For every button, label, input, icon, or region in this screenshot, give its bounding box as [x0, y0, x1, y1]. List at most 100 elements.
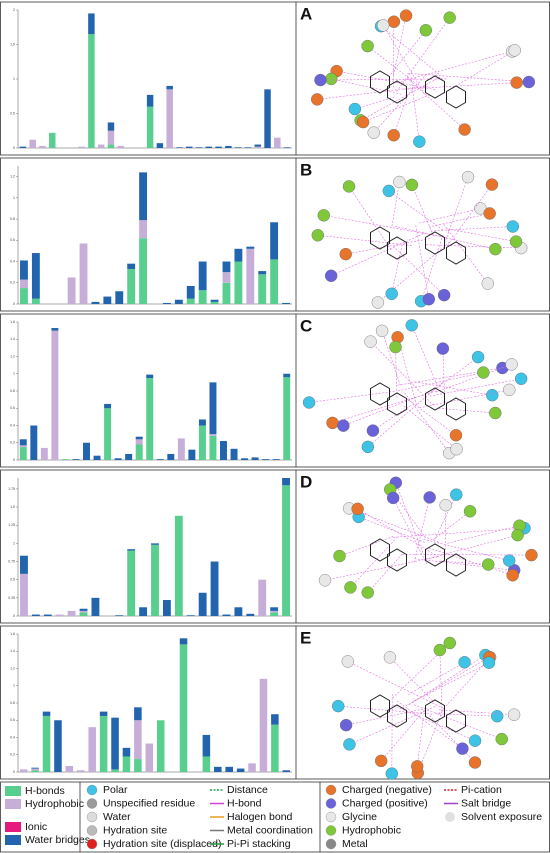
bar-segment — [20, 555, 28, 574]
bar-segment — [272, 459, 280, 460]
interaction-line — [390, 30, 427, 75]
legend-label: Salt bridge — [461, 797, 511, 809]
y-tick-label: 0.4 — [10, 259, 15, 263]
legend-swatch — [5, 786, 21, 796]
residue — [419, 24, 432, 37]
ring — [446, 397, 466, 421]
bar-segment — [30, 425, 38, 460]
residue — [525, 548, 538, 562]
interaction-line — [392, 497, 428, 565]
interaction-line — [392, 245, 445, 296]
interaction-line — [438, 407, 496, 414]
bar-segment — [55, 614, 64, 616]
interaction-line — [388, 190, 444, 231]
residue — [436, 342, 450, 355]
bar-segment — [39, 145, 46, 148]
interaction-line — [395, 482, 424, 553]
bar-segment — [115, 291, 124, 304]
panel-frame — [0, 469, 550, 624]
bar-segment — [156, 459, 164, 460]
bar-segment — [20, 288, 28, 304]
bar-segment — [179, 644, 188, 772]
bar-segment — [135, 436, 143, 440]
interaction-line — [404, 392, 450, 454]
residue — [439, 498, 452, 512]
legend-label: Ionic — [25, 821, 47, 833]
bar-segment — [93, 455, 101, 460]
residue — [356, 115, 370, 129]
bar-segment — [251, 457, 259, 460]
bar-segment — [122, 756, 131, 772]
bar-segment — [282, 478, 290, 486]
residue — [514, 372, 528, 385]
residue — [383, 651, 397, 664]
residue — [337, 419, 350, 432]
y-tick-label: 0.8 — [10, 217, 15, 221]
legend-label: Hydration site (displaced) — [103, 838, 221, 850]
legend-label: Metal — [342, 838, 368, 850]
bar-segment — [271, 714, 279, 725]
interaction-line — [343, 395, 420, 426]
bar-segment — [117, 145, 124, 148]
bar-segment — [40, 447, 48, 460]
residue — [449, 429, 463, 442]
bar-segment — [210, 299, 219, 302]
legend-swatch — [5, 822, 21, 832]
bar-segment — [271, 724, 279, 772]
interaction-line — [393, 705, 476, 741]
bar-segment — [31, 770, 39, 772]
bar-segment — [99, 715, 108, 772]
bar-segment — [282, 770, 291, 772]
bar-segment — [97, 144, 105, 148]
interaction-line — [332, 390, 437, 424]
bar-segment — [19, 447, 27, 460]
bar-segment — [166, 89, 173, 148]
bar-segment — [283, 377, 291, 460]
residue — [489, 406, 502, 420]
residue — [468, 756, 482, 769]
interaction-line — [397, 372, 484, 392]
legend-label: Charged (negative) — [342, 784, 432, 796]
y-tick-label: 0.2 — [10, 753, 15, 757]
legend-label: Water — [103, 811, 131, 823]
residue — [443, 636, 456, 650]
bar-segment — [209, 382, 217, 435]
y-tick-label: 0.4 — [10, 423, 15, 427]
interaction-line — [346, 708, 427, 726]
residue — [482, 558, 495, 571]
legend-swatch — [5, 799, 21, 809]
residue — [437, 288, 451, 302]
interaction-line — [419, 389, 510, 409]
interaction-line — [309, 391, 395, 403]
bar-segment — [104, 403, 112, 409]
y-tick-label: 1 — [13, 541, 15, 545]
bar-segment — [198, 425, 206, 460]
residue — [341, 655, 354, 668]
interaction-line — [440, 560, 489, 565]
interaction-line — [350, 536, 398, 588]
residue — [481, 277, 494, 290]
residue — [351, 502, 364, 516]
interaction-line — [438, 657, 491, 715]
bar-segment — [270, 612, 279, 616]
bar-segment — [186, 146, 193, 148]
bar-segment — [139, 607, 148, 616]
interaction-line — [432, 511, 471, 540]
residue — [385, 767, 398, 780]
interaction-line — [423, 538, 510, 561]
bar-segment — [31, 298, 40, 304]
residue — [506, 220, 519, 233]
interaction-line — [362, 94, 430, 123]
interaction-line — [439, 650, 443, 712]
residue — [505, 358, 518, 371]
residue — [339, 718, 353, 732]
y-tick-label: 0 — [13, 146, 15, 150]
interaction-line — [402, 656, 490, 709]
y-tick-label: 0 — [13, 614, 15, 618]
residue — [386, 491, 400, 505]
bar-segment — [139, 238, 148, 304]
interaction-line — [392, 642, 451, 699]
interaction-line — [358, 516, 425, 543]
bar-segment — [246, 246, 255, 249]
residue — [506, 569, 519, 582]
